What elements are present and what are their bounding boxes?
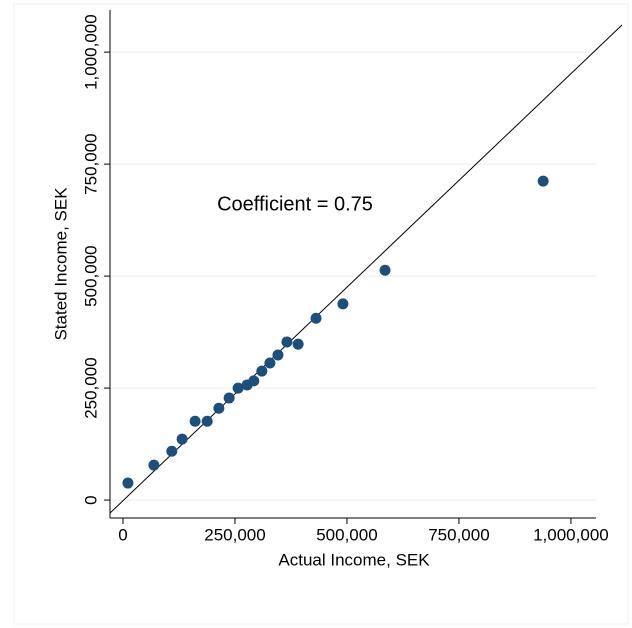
x-tick-label: 1,000,000	[533, 525, 609, 544]
chart-frame	[13, 3, 629, 625]
y-tick-label: 500,000	[81, 245, 100, 306]
point	[232, 382, 244, 394]
x-tick-label: 0	[118, 525, 127, 544]
x-tick-label: 250,000	[204, 525, 265, 544]
point	[264, 357, 276, 369]
point	[281, 336, 293, 348]
y-tick-label: 1,000,000	[81, 14, 100, 90]
point	[223, 392, 235, 404]
y-axis-title: Stated Income, SEK	[51, 187, 70, 341]
x-tick-label: 750,000	[428, 525, 489, 544]
point	[166, 445, 178, 457]
point	[292, 338, 304, 350]
point	[537, 175, 549, 187]
point	[272, 349, 284, 361]
point	[256, 365, 268, 377]
point	[337, 298, 349, 310]
point	[310, 312, 322, 324]
y-tick-label: 0	[81, 495, 100, 504]
point	[176, 433, 188, 445]
point	[213, 402, 225, 414]
x-tick-label: 500,000	[316, 525, 377, 544]
x-axis-title: Actual Income, SEK	[278, 550, 430, 569]
point	[189, 415, 201, 427]
y-tick-label: 750,000	[81, 133, 100, 194]
point	[379, 264, 391, 276]
point	[122, 477, 134, 489]
point	[248, 375, 260, 387]
y-tick-label: 250,000	[81, 357, 100, 418]
reference-line	[109, 24, 623, 514]
annotation: Coefficient = 0.75	[217, 193, 373, 215]
point	[148, 459, 160, 471]
point	[201, 415, 213, 427]
